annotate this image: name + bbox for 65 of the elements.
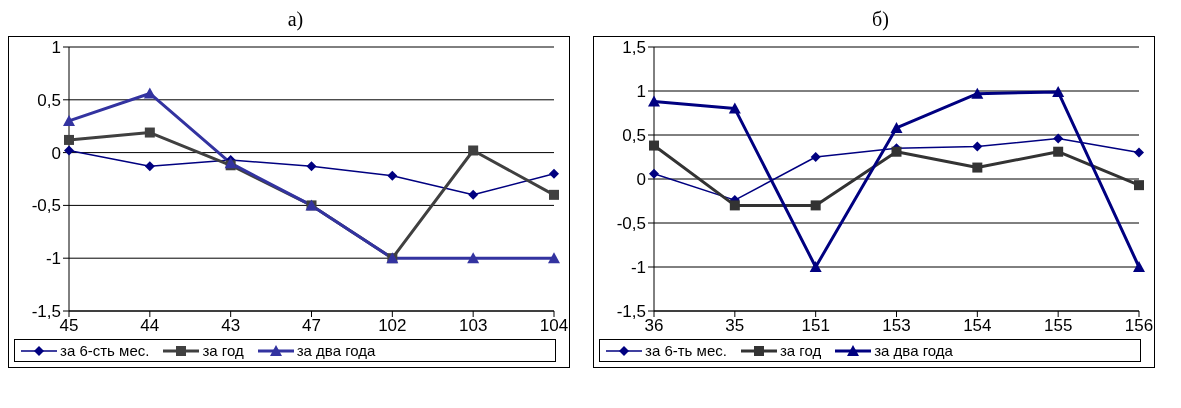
x-tick-label: 35 [725,316,745,336]
legend-label: за 6-сть мес. [60,342,150,359]
y-tick-label: -0,5 [616,214,646,234]
point [549,189,559,200]
y-tick-label: -0,5 [31,196,61,216]
x-tick-label: 153 [882,316,911,336]
y-tick-label: 1,5 [622,38,646,58]
x-tick-label: 104 [539,316,569,336]
point [63,114,75,126]
y-tick-label: 0 [636,170,646,190]
x-tick-label: 154 [963,316,992,336]
point [64,134,74,145]
point [144,127,155,138]
point [971,87,984,99]
x-tick-label: 102 [378,316,407,336]
x-tick-label: 44 [140,316,160,336]
x-tick-label: 45 [59,316,79,336]
point [810,152,821,162]
point [1133,261,1145,272]
y-tick-label: 0 [51,143,61,163]
point [1053,146,1064,157]
y-tick-label: 0,5 [37,90,61,110]
legend-label: за год [202,342,244,359]
point [549,168,559,179]
x-tick-label: 43 [221,316,241,336]
y-tick-label: 0,5 [622,126,646,146]
y-tick-label: -1 [45,249,61,269]
point [809,261,822,272]
y-tick-label: -1 [630,258,646,278]
x-tick-label: 103 [458,316,488,336]
point [1053,133,1064,144]
x-tick-label: 156 [1124,316,1154,336]
legend-label: за 6-ть мес. [645,342,727,359]
y-tick-label: -1,5 [31,302,61,322]
point [548,252,560,264]
x-tick-label: 47 [302,316,321,336]
point [649,140,659,151]
point [1134,147,1144,158]
point [468,145,479,156]
point [728,102,741,114]
y-tick-label: 1 [636,82,646,102]
point [467,252,480,264]
point [1134,180,1144,191]
point [972,141,983,152]
legend-label: за два года [874,342,953,359]
legend-label: за год [779,342,822,359]
point [143,87,156,99]
x-tick-label: 36 [644,316,664,336]
point [387,170,398,181]
x-tick-label: 155 [1043,316,1073,336]
point [144,161,155,172]
point [972,162,983,173]
point [306,161,317,172]
y-tick-label: 1 [51,38,61,58]
y-tick-label: -1,5 [616,302,646,322]
chart-title: б) [871,8,890,33]
x-tick-label: 151 [801,316,830,336]
point [890,121,903,133]
point [1052,85,1065,97]
point [729,200,740,211]
legend-label: за два года [296,342,376,359]
point [648,95,660,107]
chart-title: а) [286,8,305,33]
point [810,200,821,211]
point [468,189,479,200]
